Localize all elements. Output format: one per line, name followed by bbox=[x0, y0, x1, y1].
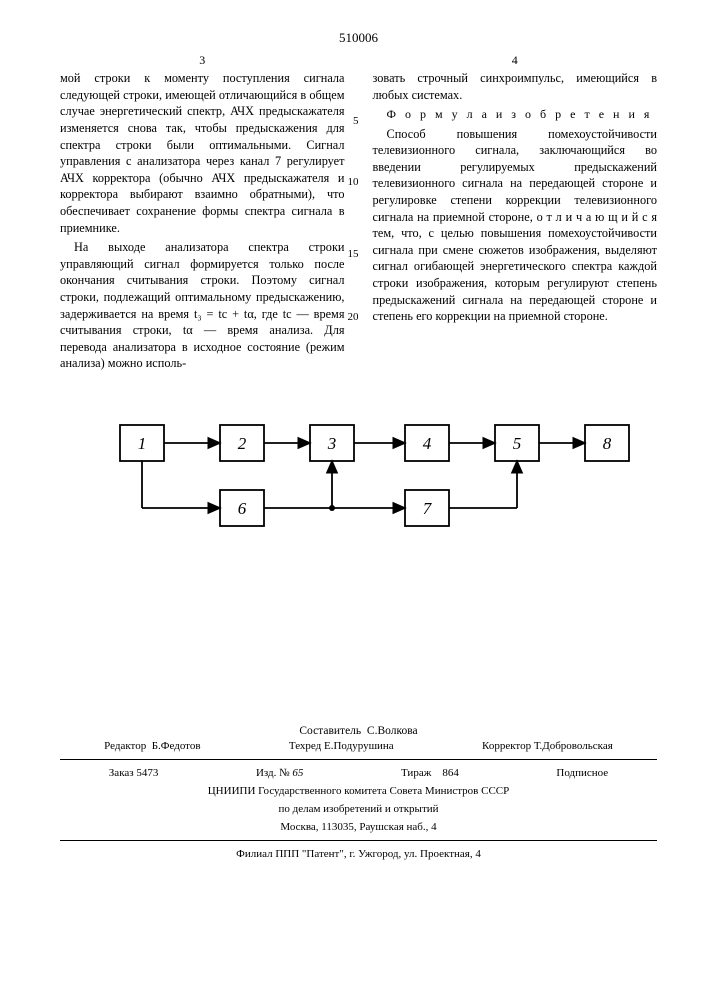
org-line-2: по делам изобретений и открытий bbox=[60, 800, 657, 818]
right-paragraph-2: Способ повышения помехоустойчивости теле… bbox=[373, 126, 658, 325]
names-row: Редактор Б.Федотов Техред Е.Подурушина К… bbox=[60, 737, 657, 755]
left-paragraph-1: мой строки к моменту поступления сигнала… bbox=[60, 70, 345, 236]
filial-line: Филиал ППП "Патент", г. Ужгород, ул. Про… bbox=[60, 845, 657, 863]
left-paragraph-2: На выходе анализатора спектра строки упр… bbox=[60, 239, 345, 372]
sostav-row: Составитель С.Волкова bbox=[60, 725, 657, 737]
imprint-footer: Составитель С.Волкова Редактор Б.Федотов… bbox=[60, 725, 657, 863]
line-number-10: 10 bbox=[348, 175, 359, 190]
node-label-3: 3 bbox=[327, 434, 337, 453]
org-line-1: ЦНИИПИ Государственного комитета Совета … bbox=[60, 782, 657, 800]
right-column: 4 зовать строчный синхроимпульс, имеющий… bbox=[373, 52, 658, 375]
node-label-6: 6 bbox=[238, 499, 247, 518]
block-diagram: 1 2 3 4 5 8 6 7 bbox=[60, 405, 660, 545]
node-label-2: 2 bbox=[238, 434, 247, 453]
left-column: 3 мой строки к моменту поступления сигна… bbox=[60, 52, 345, 375]
line-number-20: 20 bbox=[348, 310, 359, 325]
line-number-15: 15 bbox=[348, 247, 359, 262]
two-column-text: 3 мой строки к моменту поступления сигна… bbox=[60, 52, 657, 375]
page-number-right: 4 bbox=[373, 52, 658, 68]
node-label-5: 5 bbox=[513, 434, 522, 453]
node-label-4: 4 bbox=[423, 434, 432, 453]
right-paragraph-1: зовать строчный синхроимпульс, имеющийся… bbox=[373, 70, 658, 103]
formula-heading: Ф о р м у л а и з о б р е т е н и я bbox=[373, 106, 658, 122]
document-number: 510006 bbox=[60, 30, 657, 46]
org-line-3: Москва, 113035, Раушская наб., 4 bbox=[60, 818, 657, 836]
page-number-left: 3 bbox=[60, 52, 345, 68]
line-number-5: 5 bbox=[353, 114, 359, 129]
node-label-1: 1 bbox=[138, 434, 147, 453]
node-label-8: 8 bbox=[603, 434, 612, 453]
node-label-7: 7 bbox=[423, 499, 433, 518]
print-info-row: Заказ 5473 Изд. № 65 Тираж 864 Подписное bbox=[60, 764, 657, 782]
